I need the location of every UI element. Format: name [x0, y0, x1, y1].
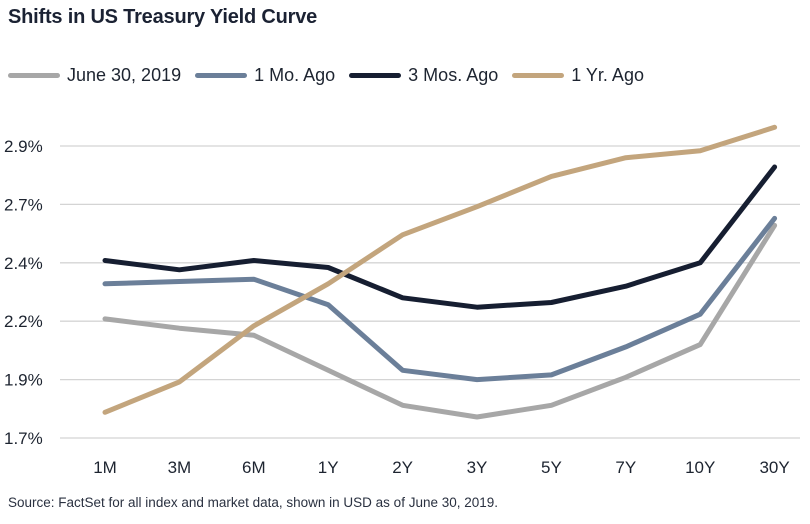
x-tick-label: 1M — [93, 458, 117, 477]
legend-swatch — [512, 72, 565, 78]
series-line-3-mos-ago — [102, 164, 778, 310]
gridlines — [60, 145, 800, 439]
legend-item-3-mos-ago: 3 Mos. Ago — [349, 65, 498, 86]
x-tick-label: 6M — [242, 458, 266, 477]
legend-item-1-mo-ago: 1 Mo. Ago — [195, 65, 335, 86]
x-tick-label: 3Y — [467, 458, 488, 477]
legend-label: 1 Mo. Ago — [254, 64, 336, 85]
legend-label: 1 Yr. Ago — [571, 64, 644, 85]
legend-label: June 30, 2019 — [67, 64, 182, 85]
x-tick-label: 30Y — [759, 458, 789, 477]
x-tick-label: 1Y — [318, 458, 339, 477]
y-axis-ticks: 1.7% 1.9% 2.2% 2.4% 2.7% 2.9% — [4, 137, 43, 448]
series-line-1-mo-ago — [102, 215, 778, 383]
source-note: Source: FactSet for all index and market… — [8, 495, 499, 510]
y-tick-label: 1.7% — [4, 429, 43, 448]
series-line-june-30-2019 — [102, 222, 778, 420]
y-tick-label: 1.9% — [4, 371, 43, 390]
y-tick-label: 2.2% — [4, 312, 43, 331]
series-line-1-yr-ago — [102, 124, 778, 415]
legend-swatch — [349, 72, 402, 78]
legend-item-1-yr-ago: 1 Yr. Ago — [512, 65, 644, 86]
legend-swatch — [8, 72, 60, 78]
x-tick-label: 3M — [168, 458, 192, 477]
legend-label: 3 Mos. Ago — [408, 64, 499, 85]
legend-swatch — [195, 72, 248, 78]
x-tick-label: 2Y — [392, 458, 413, 477]
x-tick-label: 5Y — [541, 458, 562, 477]
series-lines — [102, 124, 778, 420]
x-tick-label: 10Y — [685, 458, 715, 477]
x-tick-label: 7Y — [615, 458, 636, 477]
y-tick-label: 2.7% — [4, 195, 43, 214]
chart-title: Shifts in US Treasury Yield Curve — [8, 6, 318, 28]
y-tick-label: 2.4% — [4, 254, 43, 273]
legend-item-june-30-2019: June 30, 2019 — [8, 65, 181, 86]
y-tick-label: 2.9% — [4, 137, 43, 156]
x-axis-ticks: 1M 3M 6M 1Y 2Y 3Y 5Y 7Y 10Y 30Y — [93, 458, 790, 477]
chart-legend: June 30, 2019 1 Mo. Ago 3 Mos. Ago 1 Yr.… — [8, 64, 658, 86]
